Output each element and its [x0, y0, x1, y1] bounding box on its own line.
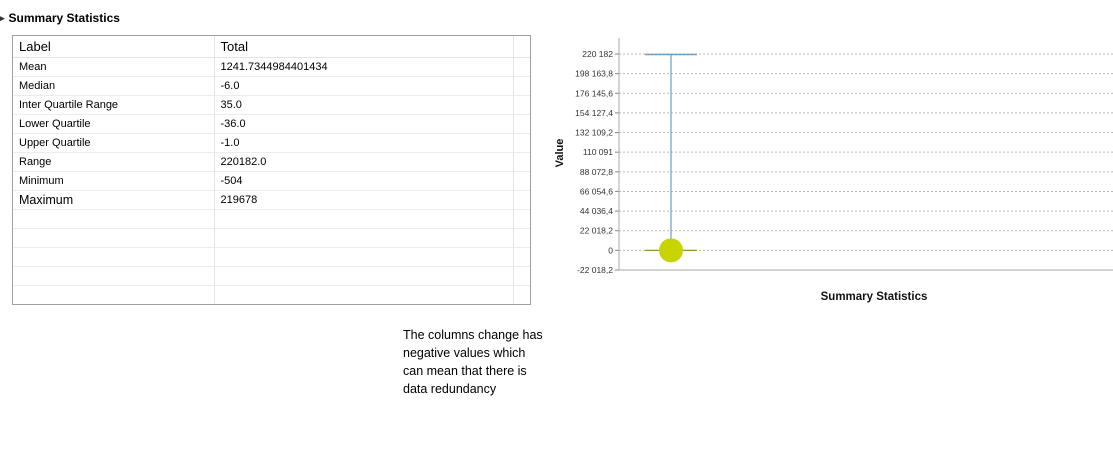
row-value: -6.0: [214, 76, 514, 96]
column-header-total[interactable]: Total: [214, 36, 514, 58]
y-tick-label: 88 072,8: [580, 167, 613, 177]
y-axis-title: Value: [554, 139, 566, 168]
table-row[interactable]: Median -6.0: [13, 76, 530, 96]
row-label: Median: [13, 76, 215, 96]
table-row[interactable]: Inter Quartile Range 35.0: [13, 95, 530, 115]
row-spacer: [513, 171, 530, 191]
y-tick-label: 220 182: [582, 49, 613, 59]
y-tick-label: 66 054,6: [580, 186, 613, 196]
row-value: 1241.7344984401434: [214, 57, 514, 77]
table-row-empty: [13, 247, 530, 267]
y-tick-label: -22 018,2: [577, 265, 613, 275]
section-title: Summary Statistics: [8, 11, 120, 25]
table-row-empty: [13, 285, 530, 304]
row-spacer: [513, 152, 530, 172]
row-spacer: [513, 57, 530, 77]
table-row[interactable]: Upper Quartile -1.0: [13, 133, 530, 153]
summary-statistics-table[interactable]: Label Total Mean 1241.7344984401434 Medi…: [12, 35, 531, 305]
table-row[interactable]: Maximum 219678: [13, 190, 530, 210]
row-spacer: [513, 76, 530, 96]
box-chart-svg: 220 182 198 163,8 176 145,6 154 127,4 132 10…: [554, 38, 1113, 303]
y-tick-label: 154 127,4: [575, 108, 613, 118]
row-spacer: [513, 190, 530, 210]
row-label: Lower Quartile: [13, 114, 215, 134]
x-axis-title: Summary Statistics: [821, 291, 928, 303]
table-row[interactable]: Lower Quartile -36.0: [13, 114, 530, 134]
row-label: Mean: [13, 57, 215, 77]
table-header-row: Label Total: [13, 36, 530, 58]
row-spacer: [513, 95, 530, 115]
row-value: -36.0: [214, 114, 514, 134]
y-tick-label: 176 145,6: [575, 88, 613, 98]
row-value: -1.0: [214, 133, 514, 153]
annotation-note: The columns change has negative values w…: [403, 328, 543, 396]
chevron-right-icon[interactable]: ▸: [0, 12, 5, 23]
row-label: Maximum: [13, 190, 215, 210]
row-label: Minimum: [13, 171, 215, 191]
row-value: 220182.0: [214, 152, 514, 172]
summary-statistics-box-chart: 220 182 198 163,8 176 145,6 154 127,4 132 10…: [540, 30, 1113, 320]
table-row[interactable]: Minimum -504: [13, 171, 530, 191]
y-tick-label: 198 163,8: [575, 69, 613, 79]
y-tick-label: 44 036,4: [580, 206, 613, 216]
y-tick-label: 22 018,2: [580, 226, 613, 236]
row-value: 35.0: [214, 95, 514, 115]
row-label: Range: [13, 152, 215, 172]
y-tick-label: 132 109,2: [575, 128, 613, 138]
y-tick-label: 0: [608, 245, 613, 255]
column-header-spacer: [513, 36, 530, 58]
row-label: Upper Quartile: [13, 133, 215, 153]
row-spacer: [513, 133, 530, 153]
row-label: Inter Quartile Range: [13, 95, 215, 115]
column-header-label[interactable]: Label: [13, 36, 215, 58]
y-tick-label: 110 091: [583, 147, 613, 157]
row-value: 219678: [214, 190, 514, 210]
mean-marker: [659, 238, 683, 263]
table-row[interactable]: Range 220182.0: [13, 152, 530, 172]
row-value: -504: [214, 171, 514, 191]
table-row[interactable]: Mean 1241.7344984401434: [13, 57, 530, 77]
table-row-empty: [13, 209, 530, 229]
table-row-empty: [13, 266, 530, 286]
section-header[interactable]: ▸ Summary Statistics: [0, 9, 120, 27]
row-spacer: [513, 114, 530, 134]
table-row-empty: [13, 228, 530, 248]
